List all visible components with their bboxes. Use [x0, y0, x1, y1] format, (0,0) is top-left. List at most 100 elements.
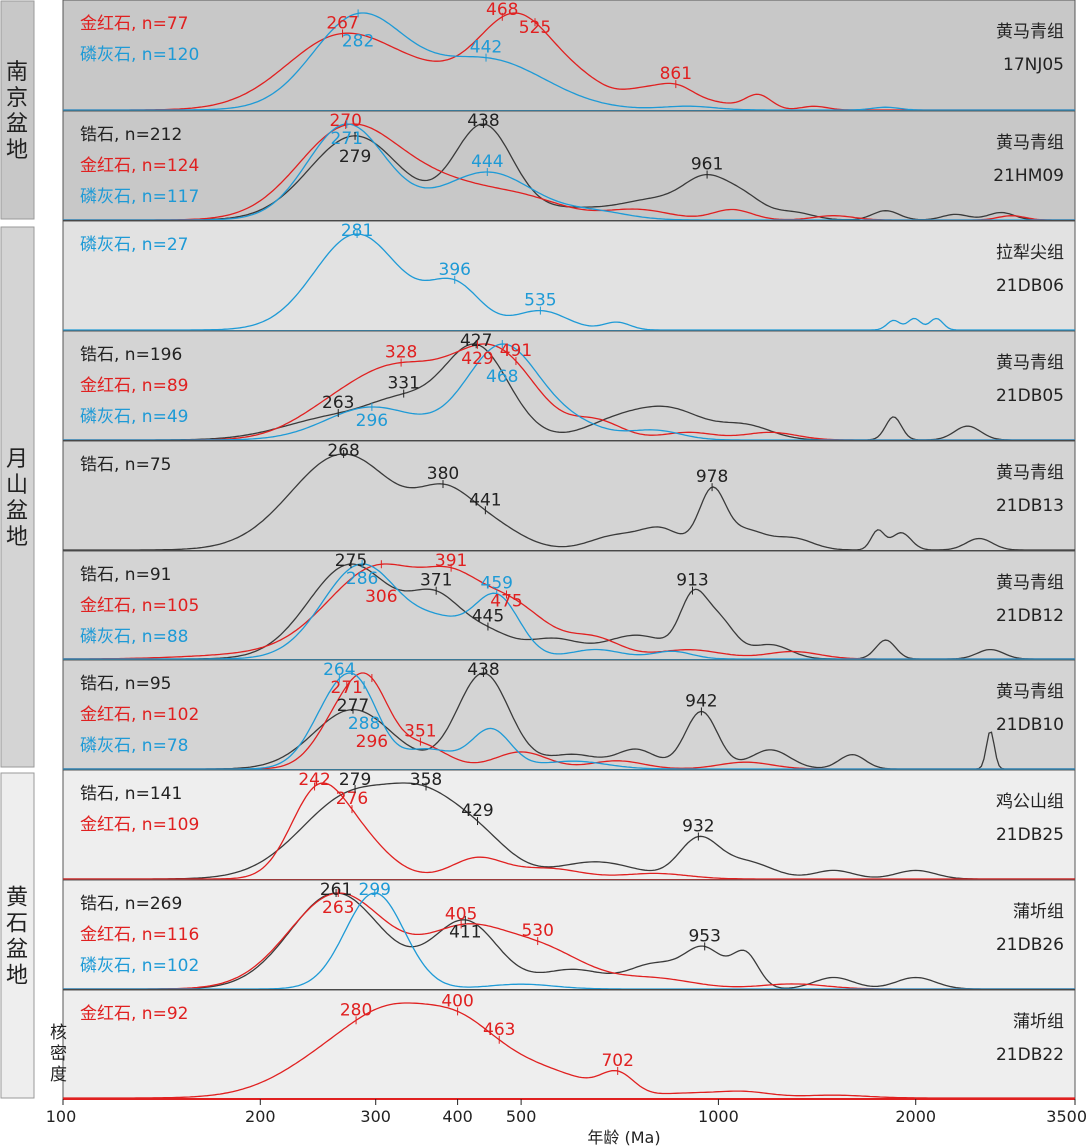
formation-label: 蒲圻组	[1013, 1012, 1064, 1032]
sample-label: 21DB22	[996, 1045, 1064, 1065]
sample-label: 21DB25	[996, 825, 1064, 845]
peak-label-288: 288	[348, 714, 380, 734]
peak-label-268: 268	[327, 441, 359, 461]
panel-21DB05: 锆石, n=196 金红石, n=89 磷灰石, n=49 黄马青组 21DB05 263…	[62, 330, 1076, 442]
apatite-count-label: 磷灰石, n=102	[80, 956, 199, 976]
peak-label-306: 306	[365, 587, 397, 607]
formation-label: 黄马青组	[996, 463, 1064, 483]
peak-label-913: 913	[676, 571, 708, 591]
apatite-count-label: 磷灰石, n=117	[80, 187, 199, 207]
peak-label-242: 242	[298, 770, 330, 790]
panel-21DB13: 锆石, n=75 黄马青组 21DB13 268 380 441 978	[62, 440, 1076, 552]
formation-label: 黄马青组	[996, 133, 1064, 153]
basin-box	[0, 772, 35, 1099]
panel-background	[62, 220, 1076, 332]
peak-label-264: 264	[323, 660, 355, 680]
sample-label: 21DB06	[996, 276, 1064, 296]
panel-background	[62, 330, 1076, 442]
peak-label-861: 861	[660, 64, 692, 84]
rutile-count-label: 金红石, n=116	[80, 925, 199, 945]
peak-label-953: 953	[688, 926, 720, 946]
peak-label-270: 270	[329, 111, 361, 131]
apatite-count-label: 磷灰石, n=78	[80, 736, 188, 756]
zircon-count-label: 锆石, n=95	[80, 674, 171, 694]
x-tick-label: 100	[46, 1107, 77, 1126]
peak-label-281: 281	[341, 221, 373, 241]
panel-21DB12: 锆石, n=91 金红石, n=105 磷灰石, n=88 黄马青组 21DB12 275…	[62, 550, 1076, 661]
rutile-kde-curve	[63, 1002, 1075, 1099]
zircon-count-label: 锆石, n=212	[80, 125, 182, 145]
x-tick-label: 200	[245, 1107, 276, 1126]
zircon-kde-curve	[63, 892, 1075, 990]
rutile-count-label: 金红石, n=92	[80, 1004, 188, 1024]
x-axis-label: 年龄 (Ma)	[587, 1128, 660, 1147]
x-tick-label: 300	[360, 1107, 391, 1126]
zircon-count-label: 锆石, n=269	[80, 894, 182, 914]
peak-label-444: 444	[471, 152, 503, 172]
formation-label: 黄马青组	[996, 682, 1064, 702]
basin-label: 月山盆地	[6, 447, 28, 550]
x-tick-label: 500	[506, 1107, 537, 1126]
peak-label-468: 468	[486, 0, 518, 20]
zircon-count-label: 锆石, n=91	[80, 565, 171, 585]
peak-label-279: 279	[339, 147, 371, 167]
apatite-count-label: 磷灰石, n=27	[80, 235, 188, 255]
rutile-count-label: 金红石, n=109	[80, 815, 199, 835]
peak-label-286: 286	[346, 569, 378, 589]
peak-label-491: 491	[500, 341, 532, 361]
zircon-count-label: 锆石, n=75	[80, 455, 171, 475]
peak-label-263: 263	[322, 393, 354, 413]
x-tick-label: 3500	[1046, 1107, 1087, 1126]
peak-label-263: 263	[322, 898, 354, 918]
apatite-kde-curve	[63, 12, 1075, 111]
sample-label: 21DB12	[996, 606, 1064, 626]
zircon-count-label: 锆石, n=196	[80, 345, 182, 365]
peak-label-277: 277	[337, 696, 369, 716]
peak-label-525: 525	[519, 18, 551, 38]
peak-label-282: 282	[342, 31, 374, 51]
panel-21HM09: 锆石, n=212 金红石, n=124 磷灰石, n=117 黄马青组 21HM09 2…	[62, 110, 1076, 222]
peak-label-328: 328	[385, 343, 417, 363]
apatite-count-label: 磷灰石, n=120	[80, 45, 199, 65]
peak-label-299: 299	[359, 880, 391, 900]
peak-label-942: 942	[685, 691, 717, 711]
peak-label-371: 371	[420, 571, 452, 591]
x-axis: 100 200 300 400 500 1000 2000 3500	[46, 1099, 1087, 1126]
peak-label-280: 280	[340, 1000, 372, 1020]
apatite-kde-curve	[63, 233, 1075, 331]
basin-box	[0, 0, 35, 220]
peak-label-463: 463	[483, 1020, 515, 1040]
zircon-kde-curve	[63, 563, 1075, 660]
basin-label: 黄石盆地	[6, 886, 28, 989]
peak-label-459: 459	[481, 574, 513, 594]
sample-label: 17NJ05	[1003, 55, 1064, 75]
panel-background	[62, 769, 1076, 881]
peak-label-331: 331	[387, 374, 419, 394]
formation-label: 蒲圻组	[1013, 902, 1064, 922]
peak-label-475: 475	[490, 592, 522, 612]
peak-label-427: 427	[460, 331, 492, 351]
panel-background	[62, 550, 1076, 661]
peak-label-271: 271	[331, 678, 363, 698]
panel-background	[62, 659, 1076, 771]
basin-box	[0, 226, 35, 768]
peak-label-445: 445	[472, 607, 504, 627]
peak-label-429: 429	[461, 801, 493, 821]
peak-label-530: 530	[521, 921, 553, 941]
basin-label: 南京盆地	[6, 60, 28, 163]
zircon-kde-curve	[63, 453, 1075, 551]
panel-background	[62, 879, 1076, 991]
panel-background	[62, 0, 1076, 112]
y-axis-label: 核密度	[50, 1023, 67, 1085]
peak-label-442: 442	[470, 38, 502, 58]
peak-label-405: 405	[445, 904, 477, 924]
peak-label-358: 358	[410, 770, 442, 790]
peak-label-391: 391	[435, 551, 467, 571]
rutile-count-label: 金红石, n=105	[80, 596, 199, 616]
zircon-kde-curve	[63, 782, 1075, 880]
apatite-count-label: 磷灰石, n=88	[80, 627, 188, 647]
peak-label-438: 438	[467, 660, 499, 680]
